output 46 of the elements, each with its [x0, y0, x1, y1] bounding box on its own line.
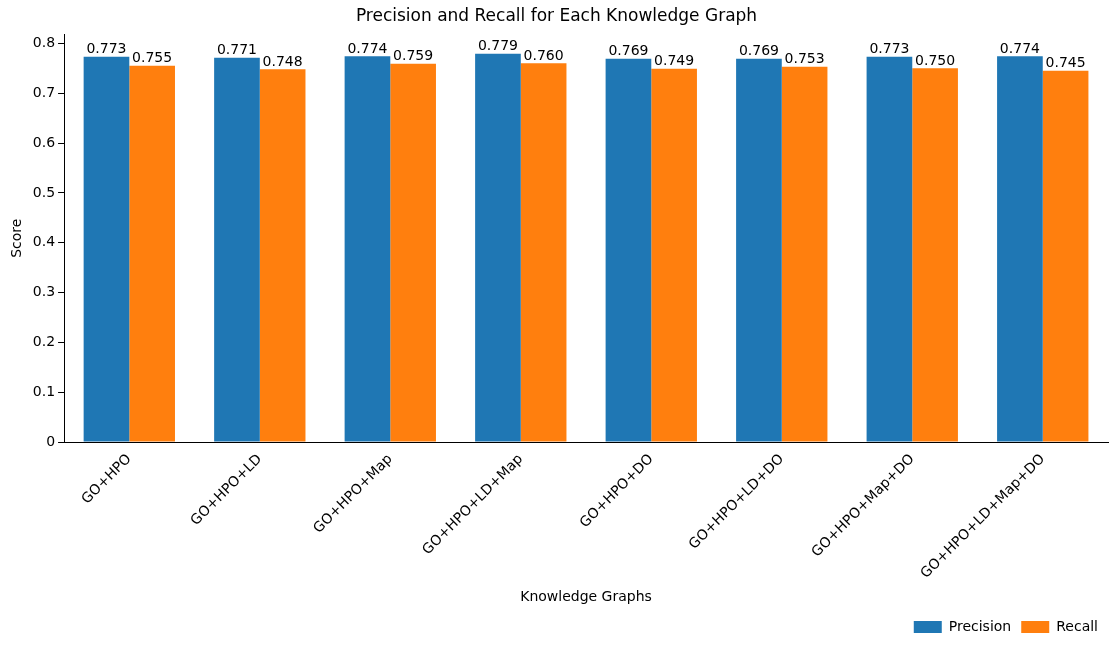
y-tick-label: 0.4	[32, 233, 56, 250]
data-label: 0.745	[1045, 54, 1086, 71]
data-label: 0.774	[999, 39, 1041, 56]
bar	[214, 57, 260, 442]
data-label: 0.771	[216, 41, 258, 58]
bar	[520, 63, 567, 442]
y-tick-label: 0.5	[32, 183, 56, 200]
bar	[259, 69, 306, 442]
bar	[997, 56, 1043, 442]
data-label: 0.749	[654, 52, 695, 69]
y-tick-label: 0.6	[32, 133, 56, 150]
y-tick-label: 0.2	[32, 333, 56, 349]
bar	[83, 56, 130, 442]
y-tick-label: 0.3	[32, 283, 56, 300]
data-label: 0.779	[477, 37, 518, 54]
bar	[475, 53, 521, 442]
data-label: 0.759	[393, 47, 434, 64]
data-label: 0.760	[523, 46, 564, 63]
chart-title: Precision and Recall for Each Knowledge Graph	[355, 4, 758, 25]
legend-label: Recall	[1056, 617, 1099, 634]
data-label: 0.769	[608, 42, 649, 59]
data-label: 0.750	[915, 51, 956, 68]
x-axis-title: Knowledge Graphs	[520, 588, 652, 605]
y-axis-title: Score	[8, 218, 25, 258]
data-label: 0.773	[86, 40, 127, 57]
bar	[781, 66, 828, 442]
bar	[1042, 70, 1089, 442]
bar	[129, 65, 175, 442]
bar	[605, 58, 652, 442]
bar	[912, 68, 958, 442]
bar	[736, 58, 782, 442]
data-label: 0.774	[347, 39, 388, 56]
bar	[651, 68, 697, 442]
y-tick-label: 0.8	[32, 34, 56, 51]
y-tick-label: 0.1	[32, 382, 56, 399]
bar	[866, 56, 913, 442]
data-label: 0.748	[262, 52, 303, 69]
y-tick-label: 0.7	[32, 83, 56, 100]
data-label: 0.755	[132, 49, 173, 66]
data-label: 0.773	[869, 40, 910, 57]
y-tick-label: 0	[46, 432, 56, 449]
bar	[344, 56, 391, 442]
data-label: 0.753	[784, 50, 825, 67]
legend-label: Precision	[948, 617, 1012, 634]
data-label: 0.769	[738, 42, 779, 59]
bar	[390, 63, 436, 442]
